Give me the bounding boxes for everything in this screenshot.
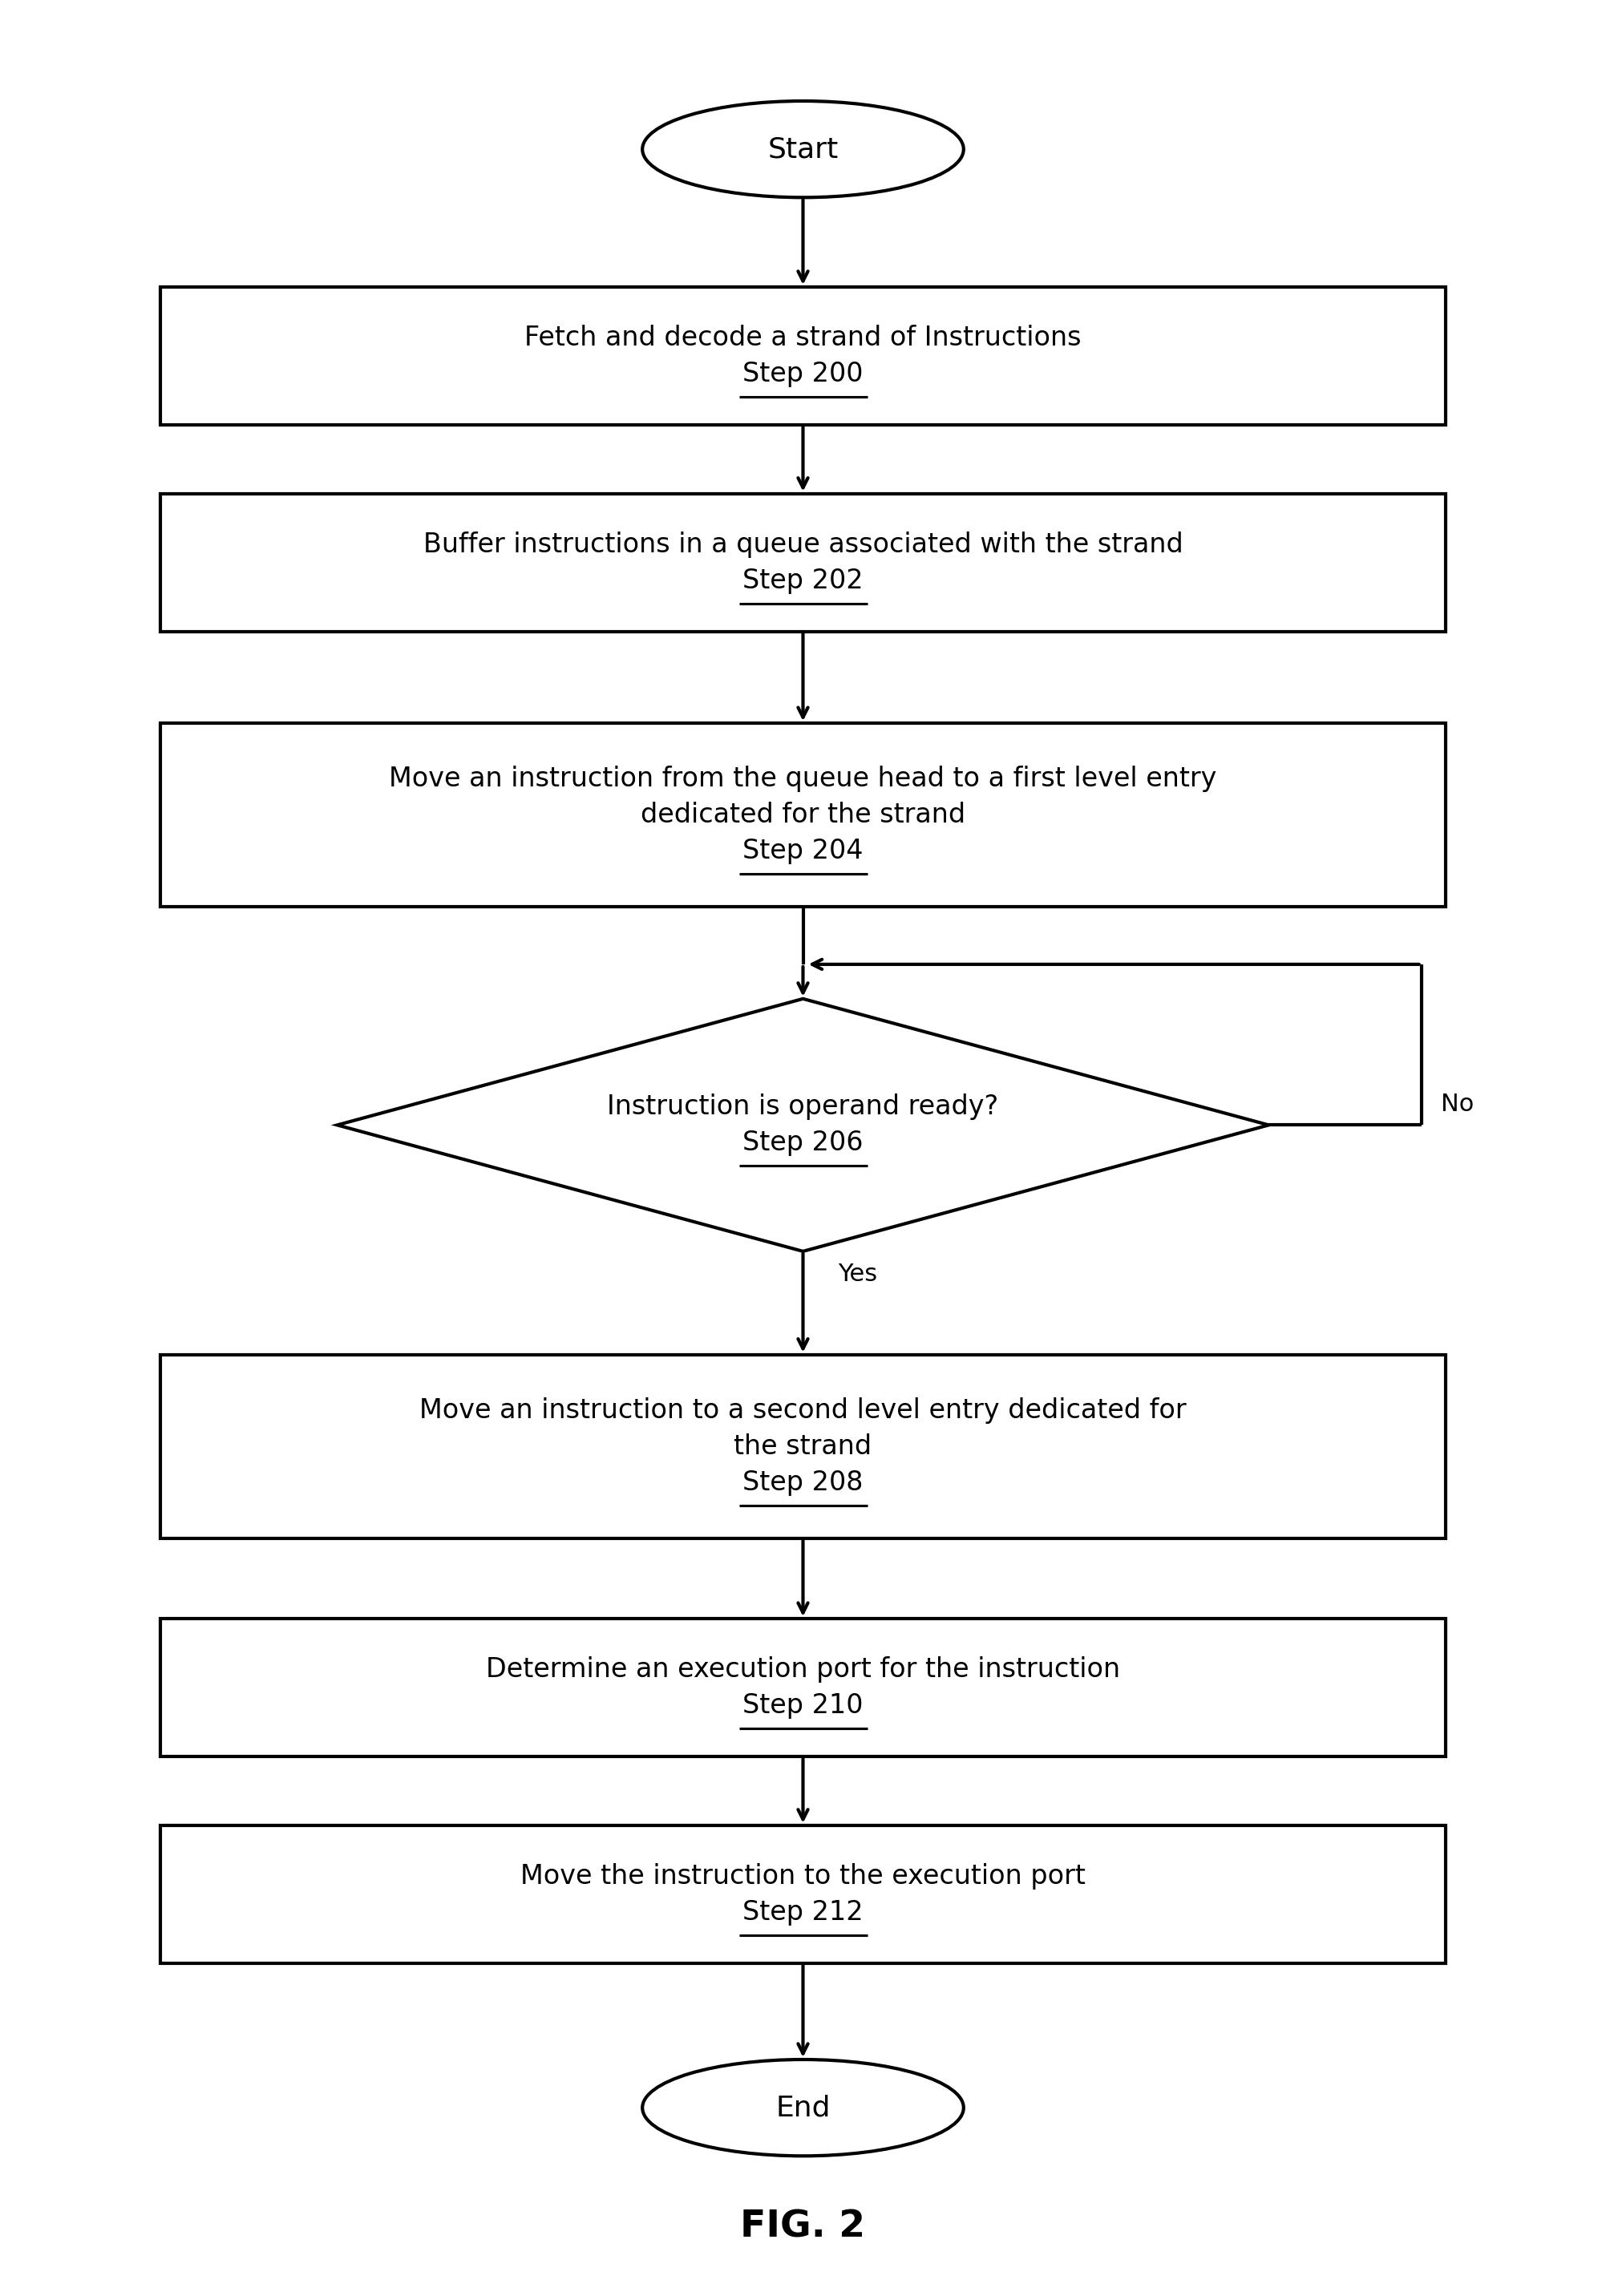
Text: Move an instruction to a second level entry dedicated for: Move an instruction to a second level en… <box>419 1398 1187 1424</box>
Text: No: No <box>1441 1093 1474 1116</box>
Text: dedicated for the strand: dedicated for the strand <box>641 801 965 829</box>
Bar <box>161 494 1445 631</box>
Text: Fetch and decode a strand of Instructions: Fetch and decode a strand of Instruction… <box>525 324 1081 351</box>
Text: Step 200: Step 200 <box>742 360 864 388</box>
Bar <box>161 287 1445 425</box>
Text: Step 208: Step 208 <box>742 1469 864 1495</box>
Text: Step 212: Step 212 <box>742 1899 864 1926</box>
Ellipse shape <box>642 2060 964 2156</box>
Bar <box>161 1825 1445 1963</box>
Text: Start: Start <box>768 135 838 163</box>
Polygon shape <box>337 999 1269 1251</box>
Text: Step 204: Step 204 <box>742 838 864 863</box>
Text: Step 210: Step 210 <box>742 1692 864 1720</box>
Text: Yes: Yes <box>838 1263 878 1286</box>
Text: Step 206: Step 206 <box>742 1130 864 1157</box>
Text: End: End <box>776 2094 830 2122</box>
Text: Buffer instructions in a queue associated with the strand: Buffer instructions in a queue associate… <box>422 530 1184 558</box>
Text: the strand: the strand <box>734 1433 872 1460</box>
Text: FIG. 2: FIG. 2 <box>740 2209 866 2245</box>
Text: Instruction is operand ready?: Instruction is operand ready? <box>607 1093 999 1120</box>
Text: Move the instruction to the execution port: Move the instruction to the execution po… <box>520 1862 1086 1890</box>
Bar <box>161 1619 1445 1756</box>
Bar <box>161 723 1445 907</box>
Text: Move an instruction from the queue head to a first level entry: Move an instruction from the queue head … <box>389 767 1217 792</box>
Bar <box>161 1355 1445 1538</box>
Text: Determine an execution port for the instruction: Determine an execution port for the inst… <box>487 1655 1119 1683</box>
Ellipse shape <box>642 101 964 197</box>
Text: Step 202: Step 202 <box>742 567 864 595</box>
